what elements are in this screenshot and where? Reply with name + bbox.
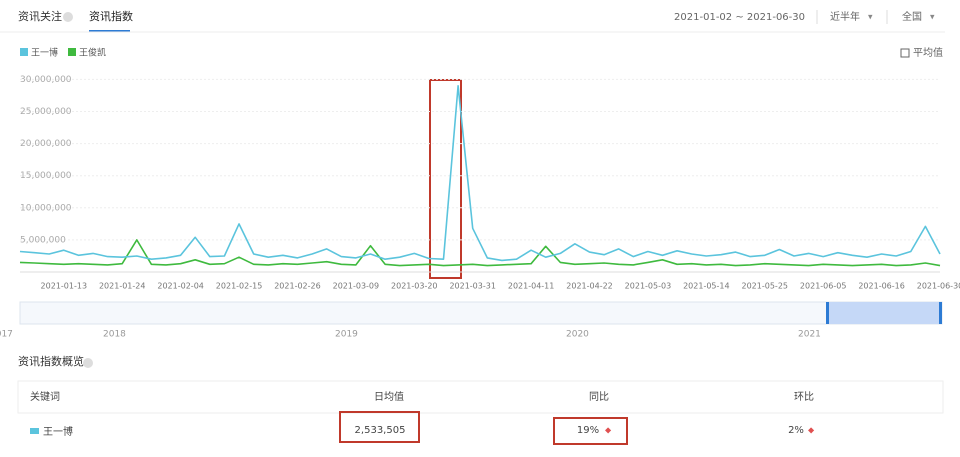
- average-label[interactable]: 平均值: [913, 46, 943, 59]
- x-tick-label: 2021-06-30: [917, 282, 960, 291]
- x-tick-label: 2021-05-14: [683, 282, 730, 291]
- y-tick-label: 20,000,000: [20, 139, 72, 149]
- section-title: 资讯指数概览: [18, 354, 84, 368]
- tab[interactable]: 资讯关注: [18, 9, 62, 23]
- help-icon[interactable]: [83, 358, 93, 368]
- help-icon[interactable]: [63, 12, 73, 22]
- legend-swatch: [68, 48, 76, 56]
- series-line: [19, 239, 941, 267]
- highlight-box: [553, 417, 628, 445]
- tab-active[interactable]: 资讯指数: [89, 9, 133, 23]
- x-tick-label: 2021-02-04: [157, 282, 204, 291]
- year-label: 2021: [798, 330, 821, 340]
- x-tick-label: 2021-05-25: [742, 282, 789, 291]
- x-tick-label: 2021-04-11: [508, 282, 555, 291]
- x-tick-label: 2021-01-13: [41, 282, 88, 291]
- dropdown-arrow: ▾: [868, 13, 873, 23]
- th: 关键词: [30, 390, 60, 403]
- legend-label: 王俊凯: [79, 47, 106, 59]
- date-range[interactable]: 2021-01-02 ~ 2021-06-30: [674, 12, 805, 23]
- checkbox[interactable]: [900, 48, 910, 58]
- x-tick-label: 2021-03-31: [449, 282, 496, 291]
- up-arrow: ◆: [808, 426, 815, 435]
- x-tick-label: 2021-03-20: [391, 282, 438, 291]
- y-tick-label: 30,000,000: [20, 75, 72, 85]
- year-label: 2019: [335, 330, 358, 340]
- year-label: 2018: [103, 330, 126, 340]
- series-line: [19, 85, 941, 262]
- navigator-handle[interactable]: [826, 302, 829, 324]
- th: 同比: [589, 391, 609, 403]
- td: 2%: [788, 425, 804, 436]
- navigator-window[interactable]: [828, 302, 941, 324]
- x-tick-label: 2021-06-05: [800, 282, 847, 291]
- period-select[interactable]: 近半年: [830, 10, 860, 23]
- th: 环比: [794, 391, 814, 403]
- legend-swatch: [20, 48, 28, 56]
- x-tick-label: 2021-05-03: [625, 282, 672, 291]
- region-select[interactable]: 全国: [902, 10, 922, 23]
- year-label: 2017: [0, 330, 13, 340]
- y-tick-label: 5,000,000: [20, 235, 66, 245]
- td: 2,533,505: [355, 425, 406, 436]
- highlight-box: [429, 79, 462, 279]
- td: 王一博: [43, 425, 73, 438]
- highlight-box: [339, 411, 420, 443]
- y-tick-label: 25,000,000: [20, 107, 72, 117]
- up-arrow: ◆: [605, 426, 612, 435]
- y-tick-label: 15,000,000: [20, 171, 72, 181]
- x-tick-label: 2021-02-15: [216, 282, 263, 291]
- table-header: [17, 380, 944, 414]
- dropdown-arrow: ▾: [930, 13, 935, 23]
- y-tick-label: 10,000,000: [20, 203, 72, 213]
- legend-swatch: [30, 428, 39, 434]
- x-tick-label: 2021-01-24: [99, 282, 146, 291]
- navigator[interactable]: [19, 301, 943, 325]
- legend-label: 王一博: [31, 47, 58, 59]
- td: 19%: [577, 425, 599, 436]
- year-label: 2020: [566, 330, 589, 340]
- x-tick-label: 2021-06-16: [858, 282, 905, 291]
- x-tick-label: 2021-03-09: [333, 282, 380, 291]
- x-tick-label: 2021-02-26: [274, 282, 321, 291]
- navigator-handle[interactable]: [939, 302, 942, 324]
- x-tick-label: 2021-04-22: [566, 282, 613, 291]
- th: 日均值: [374, 390, 404, 403]
